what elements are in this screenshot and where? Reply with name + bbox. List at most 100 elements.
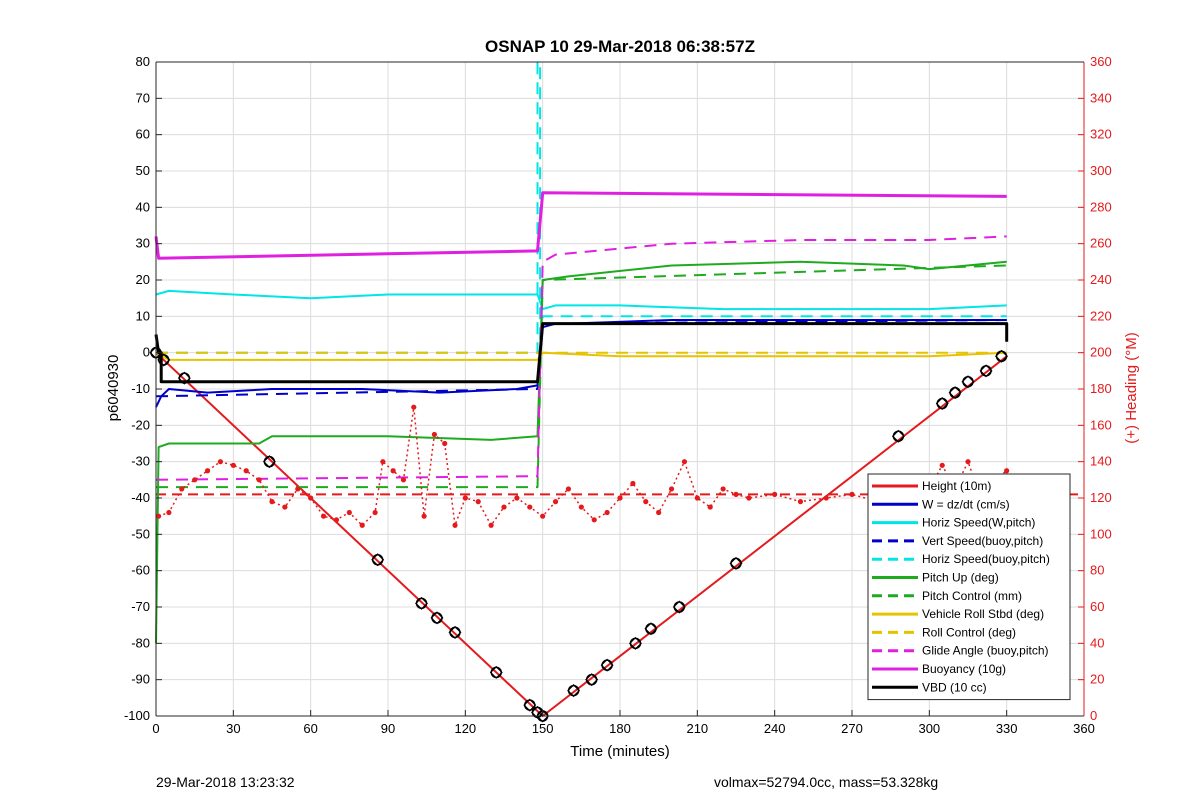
height-marker-diamond — [891, 429, 905, 443]
heading-point — [849, 491, 855, 497]
x-tick-label: 90 — [381, 721, 395, 736]
heading-point — [694, 495, 700, 501]
x-tick-label: 30 — [226, 721, 240, 736]
legend-entry: Horiz Speed(buoy,pitch) — [922, 552, 1050, 566]
legend-entry: Buoyancy (10g) — [922, 662, 1006, 676]
legend-entry: VBD (10 cc) — [922, 680, 987, 694]
heading-point — [372, 509, 378, 516]
y2-tick-label: 120 — [1090, 490, 1112, 505]
height-marker-diamond — [672, 600, 686, 614]
height-marker-diamond — [995, 349, 1009, 363]
axes-layer: 0 30 60 90 120 150 180 210 240 270 300 330 360-100-9… — [124, 54, 1112, 736]
y2-tick-label: 360 — [1090, 54, 1112, 69]
heading-point — [591, 517, 597, 523]
height-marker-diamond — [523, 698, 537, 712]
height-marker-diamond — [600, 658, 614, 672]
heading-point — [668, 486, 675, 492]
heading-point — [772, 491, 778, 497]
y2-tick-label: 200 — [1090, 345, 1112, 360]
y2-tick-label: 240 — [1090, 272, 1112, 287]
x-tick-label: 120 — [454, 721, 476, 736]
y-tick-label: 0 — [143, 345, 150, 360]
series-line-1 — [155, 319, 1007, 408]
legend-entry: Vehicle Roll Stbd (deg) — [922, 607, 1044, 621]
y-tick-label: -10 — [131, 381, 150, 396]
legend: Height (10m) W = dz/dt (cm/s) Horiz Speed(… — [867, 473, 1071, 701]
x-tick-label: 240 — [764, 721, 786, 736]
y2-tick-label: 340 — [1090, 90, 1112, 105]
y2-tick-label: 80 — [1090, 563, 1104, 578]
legend-entry: Glide Angle (buoy,pitch) — [922, 644, 1049, 658]
legend-entry: Horiz Speed(W,pitch) — [922, 516, 1035, 530]
heading-point — [823, 495, 829, 501]
height-marker-diamond — [371, 553, 385, 567]
y-tick-label: 30 — [136, 236, 150, 251]
series-line-2 — [155, 289, 1007, 311]
y2-tick-label: 60 — [1090, 599, 1104, 614]
height-marker-diamond — [961, 375, 975, 389]
y-tick-label: 20 — [136, 272, 150, 287]
legend-entry: W = dz/dt (cm/s) — [922, 497, 1010, 511]
height-marker-diamond — [448, 625, 462, 639]
y2-tick-label: 160 — [1090, 417, 1112, 432]
heading-point — [411, 404, 417, 410]
height-marker-diamond — [644, 622, 658, 636]
x-tick-label: 360 — [1073, 721, 1095, 736]
y-tick-label: -80 — [131, 635, 150, 650]
height-marker-diamond — [585, 673, 599, 687]
heading-point — [452, 522, 458, 528]
y-tick-label: -20 — [131, 417, 150, 432]
height-marker-diamond — [531, 705, 545, 719]
heading-point — [604, 509, 610, 516]
height-marker-diamond — [489, 665, 503, 679]
y2-tick-label: 260 — [1090, 236, 1112, 251]
series-line-9 — [155, 235, 1007, 481]
legend-entry: Pitch Up (deg) — [922, 571, 999, 585]
heading-point — [681, 459, 688, 465]
heading-point — [488, 522, 494, 528]
x-tick-label: 150 — [532, 721, 554, 736]
y-tick-label: -60 — [131, 563, 150, 578]
height-marker-diamond — [948, 386, 962, 400]
height-marker-diamond — [935, 397, 949, 411]
x-tick-label: 270 — [841, 721, 863, 736]
heading-point — [965, 459, 971, 465]
height-marker-diamond — [157, 353, 171, 367]
legend-entry: Height (10m) — [922, 479, 991, 493]
x-tick-label: 300 — [918, 721, 940, 736]
y-tick-label: 60 — [136, 127, 150, 142]
y-tick-label: -30 — [131, 454, 150, 469]
y-tick-label: -50 — [131, 526, 150, 541]
height-marker-diamond — [415, 596, 429, 610]
height-marker-diamond — [262, 455, 276, 469]
heading-point — [746, 495, 752, 501]
height-marker-diamond — [979, 364, 993, 378]
height-marker-diamond — [177, 371, 191, 385]
y2-tick-label: 0 — [1090, 708, 1097, 723]
y2-tick-label: 20 — [1090, 672, 1104, 687]
y-tick-label: 70 — [136, 90, 150, 105]
y-tick-label: -90 — [131, 672, 150, 687]
y2-tick-label: 140 — [1090, 454, 1112, 469]
y2-tick-label: 320 — [1090, 127, 1112, 142]
series-line-6 — [156, 264, 1007, 489]
chart-title: OSNAP 10 29-Mar-2018 06:38:57Z — [485, 37, 755, 56]
y-tick-label: 80 — [136, 54, 150, 69]
y-tick-label: -70 — [131, 599, 150, 614]
height-marker-diamond — [430, 611, 444, 625]
height-marker-diamond — [567, 684, 581, 698]
series-line-10 — [154, 191, 1007, 260]
height-marker-diamond — [536, 709, 550, 723]
y2-tick-label: 100 — [1090, 526, 1112, 541]
x-tick-label: 330 — [996, 721, 1018, 736]
height-marker-diamond — [628, 636, 642, 650]
y2-tick-label: 300 — [1090, 163, 1112, 178]
y-tick-label: 40 — [136, 199, 150, 214]
y2-tick-label: 180 — [1090, 381, 1112, 396]
y2-axis-label: (+) Heading (°M) — [1123, 332, 1140, 443]
legend-box — [867, 473, 1071, 701]
series-line-7 — [155, 351, 1007, 361]
y-tick-label: -100 — [124, 708, 150, 723]
x-tick-label: 210 — [686, 721, 708, 736]
